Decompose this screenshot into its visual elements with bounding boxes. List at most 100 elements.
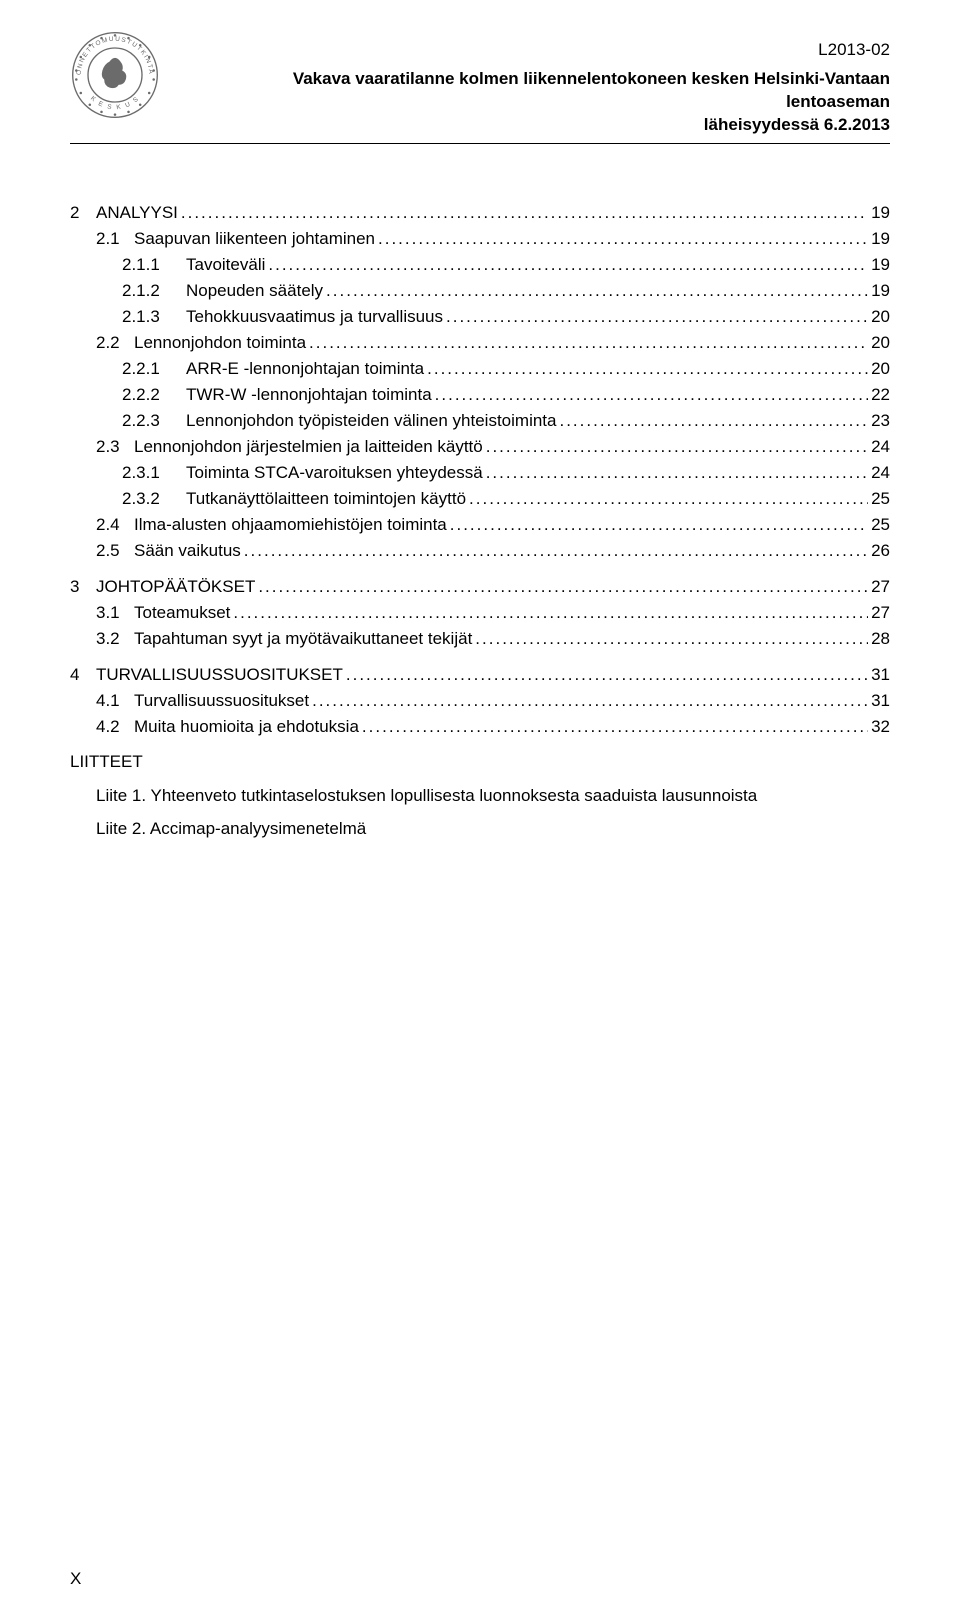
toc-entry-leader [447, 516, 868, 533]
toc-entry: 3.1Toteamukset 27 [70, 604, 890, 621]
toc-entry-page: 25 [868, 490, 890, 507]
toc-entry: 2.2.2TWR-W -lennonjohtajan toiminta 22 [70, 386, 890, 403]
toc-entry-page: 24 [868, 464, 890, 481]
toc-entry-number: 2.3.2 [122, 490, 182, 507]
toc-entry-page: 22 [868, 386, 890, 403]
toc-entry-page: 19 [868, 256, 890, 273]
toc-entry-page: 26 [868, 542, 890, 559]
toc-entry-page: 27 [868, 604, 890, 621]
toc-entry-label: Saapuvan liikenteen johtaminen [130, 230, 375, 247]
toc-entry: 2.1Saapuvan liikenteen johtaminen 19 [70, 230, 890, 247]
toc-entry-number: 2.3 [96, 438, 130, 455]
toc-entry-page: 23 [868, 412, 890, 429]
toc-entry-leader [323, 282, 868, 299]
toc-entry-leader [309, 692, 868, 709]
toc-entry-leader [466, 490, 868, 507]
toc-entry-label: Turvallisuussuositukset [130, 692, 309, 709]
toc-entry-page: 20 [868, 360, 890, 377]
toc-entry-number: 2.1 [96, 230, 130, 247]
toc-entry: 2.3.2Tutkanäyttölaitteen toimintojen käy… [70, 490, 890, 507]
toc-entry-label: TURVALLISUUSSUOSITUKSET [92, 666, 343, 683]
document-title-line2: läheisyydessä 6.2.2013 [704, 115, 890, 134]
toc-entry-number: 4.1 [96, 692, 130, 709]
toc-entry-number: 2.4 [96, 516, 130, 533]
toc-entry-number: 2.2.2 [122, 386, 182, 403]
toc-entry-number: 2.1.1 [122, 256, 182, 273]
toc-entry-label: Nopeuden säätely [182, 282, 323, 299]
toc-entry-label: Ilma-alusten ohjaamomiehistöjen toiminta [130, 516, 447, 533]
toc-entry-number: 2.1.2 [122, 282, 182, 299]
toc-entry-label: Tapahtuman syyt ja myötävaikuttaneet tek… [130, 630, 472, 647]
appendix-block: LIITTEET Liite 1. Yhteenveto tutkintasel… [70, 749, 890, 842]
toc-entry-page: 25 [868, 516, 890, 533]
toc-entry-label: Toteamukset [130, 604, 230, 621]
toc-entry-page: 28 [868, 630, 890, 647]
toc-entry-page: 24 [868, 438, 890, 455]
svg-text:K E S K U S: K E S K U S [89, 95, 141, 111]
toc-entry: 4TURVALLISUUSSUOSITUKSET 31 [70, 666, 890, 683]
toc-entry-number: 2.1.3 [122, 308, 182, 325]
toc-entry-number: 2 [70, 204, 92, 221]
toc-entry-number: 2.2.3 [122, 412, 182, 429]
toc-entry-leader [255, 578, 868, 595]
toc-entry-label: ARR-E -lennonjohtajan toiminta [182, 360, 424, 377]
toc-entry: 2.3Lennonjohdon järjestelmien ja laittei… [70, 438, 890, 455]
toc-entry-leader [375, 230, 868, 247]
toc-entry-number: 3 [70, 578, 92, 595]
toc-entry-label: Tehokkuusvaatimus ja turvallisuus [182, 308, 443, 325]
toc-entry-leader [178, 204, 868, 221]
toc-entry: 2.3.1Toiminta STCA-varoituksen yhteydess… [70, 464, 890, 481]
toc-entry-page: 20 [868, 308, 890, 325]
toc-entry-leader [556, 412, 868, 429]
toc-entry: 2.2.1ARR-E -lennonjohtajan toiminta 20 [70, 360, 890, 377]
toc-entry: 2ANALYYSI 19 [70, 204, 890, 221]
toc-entry: 2.1.3Tehokkuusvaatimus ja turvallisuus 20 [70, 308, 890, 325]
toc-entry-label: TWR-W -lennonjohtajan toiminta [182, 386, 432, 403]
document-id: L2013-02 [70, 40, 890, 60]
toc-entry-page: 32 [868, 718, 890, 735]
toc-entry-leader [230, 604, 868, 621]
toc-entry-page: 19 [868, 230, 890, 247]
toc-entry-label: JOHTOPÄÄTÖKSET [92, 578, 255, 595]
toc-entry-number: 2.2 [96, 334, 130, 351]
toc-entry-label: ANALYYSI [92, 204, 178, 221]
toc-entry-leader [241, 542, 868, 559]
toc-entry-number: 2.3.1 [122, 464, 182, 481]
toc-entry-number: 2.2.1 [122, 360, 182, 377]
toc-entry-leader [432, 386, 868, 403]
page-number: X [70, 1569, 81, 1589]
agency-seal-logo: ONNETTOMUUSTUTKINTA K E S K U S [70, 30, 160, 120]
toc-entry: 2.2.3Lennonjohdon työpisteiden välinen y… [70, 412, 890, 429]
toc-entry-label: Tavoiteväli [182, 256, 265, 273]
toc-entry-number: 3.2 [96, 630, 130, 647]
toc-entry: 3.2Tapahtuman syyt ja myötävaikuttaneet … [70, 630, 890, 647]
toc-entry: 2.2Lennonjohdon toiminta20 [70, 334, 890, 351]
toc-entry-page: 31 [868, 666, 890, 683]
toc-entry-page: 19 [868, 204, 890, 221]
toc-entry-leader [472, 630, 868, 647]
toc-entry-leader [265, 256, 868, 273]
toc-entry-label: Toiminta STCA-varoituksen yhteydessä [182, 464, 483, 481]
toc-entry-number: 4 [70, 666, 92, 683]
toc-entry: 3JOHTOPÄÄTÖKSET27 [70, 578, 890, 595]
toc-entry-label: Lennonjohdon toiminta [130, 334, 306, 351]
toc-entry-label: Tutkanäyttölaitteen toimintojen käyttö [182, 490, 466, 507]
toc-entry-label: Lennonjohdon järjestelmien ja laitteiden… [130, 438, 483, 455]
toc-entry-leader [483, 438, 868, 455]
appendix-item: Liite 1. Yhteenveto tutkintaselostuksen … [70, 783, 890, 809]
toc-entry-label: Muita huomioita ja ehdotuksia [130, 718, 359, 735]
toc-entry-label: Sään vaikutus [130, 542, 241, 559]
document-title-line1: Vakava vaaratilanne kolmen liikennelento… [293, 69, 890, 111]
page: ONNETTOMUUSTUTKINTA K E S K U S L2013-02… [0, 0, 960, 1624]
toc-entry: 4.2Muita huomioita ja ehdotuksia 32 [70, 718, 890, 735]
toc-entry: 2.1.1Tavoiteväli 19 [70, 256, 890, 273]
toc-entry-leader [306, 334, 868, 351]
toc-entry: 2.4Ilma-alusten ohjaamomiehistöjen toimi… [70, 516, 890, 533]
toc-entry-leader [424, 360, 868, 377]
table-of-contents: 2ANALYYSI192.1Saapuvan liikenteen johtam… [70, 204, 890, 735]
toc-entry-number: 4.2 [96, 718, 130, 735]
toc-entry-leader [343, 666, 868, 683]
toc-entry-leader [359, 718, 868, 735]
header-divider [70, 143, 890, 144]
toc-entry-number: 3.1 [96, 604, 130, 621]
